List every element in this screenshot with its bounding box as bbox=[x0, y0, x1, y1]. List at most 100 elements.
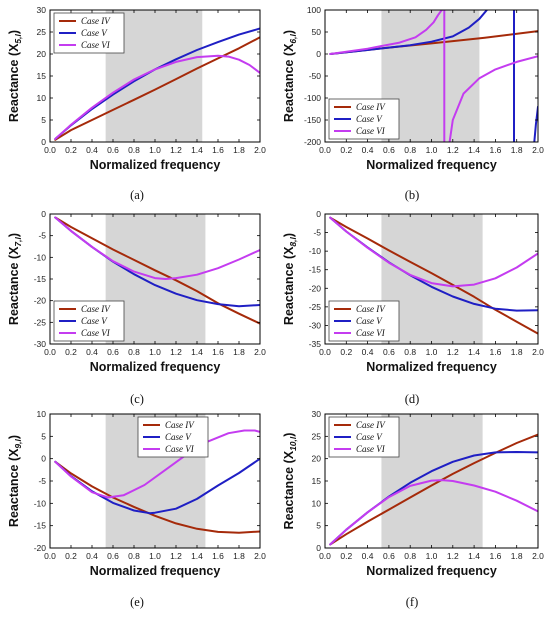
series-group bbox=[329, 10, 538, 142]
y-axis-label-main: Reactance (X bbox=[282, 450, 296, 529]
x-tick-label: 0.6 bbox=[383, 551, 395, 561]
chart-panel-1: 0.0 0.2 0.4 0.6 0.8 1.0 1.2 1.4 1.6 1.8 2.0 0 5 10 15 2… bbox=[7, 5, 266, 202]
legend-label: Case IV bbox=[356, 420, 386, 430]
y-tick-label: 20 bbox=[312, 454, 322, 464]
y-tick-label: 10 bbox=[312, 498, 322, 508]
x-tick-label: 1.0 bbox=[426, 145, 438, 155]
x-tick-label: 0.6 bbox=[383, 347, 395, 357]
y-tick-label: -20 bbox=[309, 283, 322, 293]
x-tick-label: 1.8 bbox=[511, 145, 523, 155]
y-tick-label: 15 bbox=[37, 71, 47, 81]
x-tick-label: 1.8 bbox=[233, 145, 245, 155]
x-axis-label: Normalized frequency bbox=[366, 360, 497, 374]
x-tick-label: 1.4 bbox=[468, 145, 480, 155]
y-axis-label-subscript: 6,l bbox=[288, 33, 298, 43]
series-line-case-vi bbox=[54, 54, 260, 140]
x-tick-label: 1.2 bbox=[170, 551, 182, 561]
series-line-case-vi bbox=[329, 216, 538, 288]
legend-label: Case VI bbox=[81, 328, 111, 338]
x-tick-label: 0.8 bbox=[404, 551, 416, 561]
legend-label: Case VI bbox=[356, 126, 386, 136]
x-tick-label: 0.4 bbox=[362, 551, 374, 561]
x-axis-label: Normalized frequency bbox=[366, 564, 497, 578]
y-axis-label: Reactance (X5,l) bbox=[7, 30, 23, 122]
x-tick-label: 0.2 bbox=[65, 347, 77, 357]
chart-panel-6: 0.0 0.2 0.4 0.6 0.8 1.0 1.2 1.4 1.6 1.8 2.0 0 5 10 15 2… bbox=[282, 409, 544, 609]
x-tick-label: 2.0 bbox=[532, 551, 544, 561]
y-axis-label-subscript: 8,l bbox=[288, 236, 298, 246]
series-line-case-vi bbox=[54, 216, 260, 280]
x-tick-label: 0.8 bbox=[128, 145, 140, 155]
y-tick-label: -50 bbox=[309, 71, 322, 81]
x-tick-label: 0.0 bbox=[44, 145, 56, 155]
x-axis-label: Normalized frequency bbox=[90, 564, 221, 578]
x-tick-label: 0.2 bbox=[65, 145, 77, 155]
legend: Case IV Case V Case VI bbox=[137, 416, 209, 458]
x-tick-label: 1.8 bbox=[233, 347, 245, 357]
series-line-case-iv bbox=[54, 216, 260, 325]
x-tick-label: 0.4 bbox=[86, 145, 98, 155]
y-axis-label: Reactance (X8,l) bbox=[282, 233, 298, 325]
y-axis-label: Reactance (X7,l) bbox=[7, 233, 23, 325]
y-tick-label: -10 bbox=[309, 246, 322, 256]
series-line-case-vi bbox=[448, 55, 538, 142]
x-axis-label: Normalized frequency bbox=[90, 360, 221, 374]
y-tick-label: 5 bbox=[316, 521, 321, 531]
y-tick-label: -25 bbox=[309, 302, 322, 312]
legend: Case IV Case V Case VI bbox=[53, 300, 125, 342]
x-tick-label: 0.6 bbox=[107, 347, 119, 357]
y-tick-label: 0 bbox=[41, 137, 46, 147]
x-tick-label: 1.6 bbox=[489, 551, 501, 561]
y-tick-label: 10 bbox=[37, 409, 47, 419]
y-axis-label: Reactance (X10,l) bbox=[282, 433, 298, 530]
panel-caption: (b) bbox=[405, 188, 420, 202]
x-tick-label: 1.4 bbox=[191, 145, 203, 155]
y-tick-label: 100 bbox=[307, 5, 321, 15]
y-axis-label-subscript: 7,l bbox=[13, 236, 23, 246]
x-tick-label: 1.0 bbox=[149, 551, 161, 561]
y-tick-label: 50 bbox=[312, 27, 322, 37]
y-axis-label-close: ) bbox=[282, 433, 296, 437]
x-tick-label: 0.8 bbox=[128, 551, 140, 561]
x-tick-label: 1.6 bbox=[212, 347, 224, 357]
x-tick-label: 0.4 bbox=[86, 347, 98, 357]
x-tick-label: 1.2 bbox=[170, 145, 182, 155]
y-tick-label: -15 bbox=[34, 274, 47, 284]
legend-label: Case V bbox=[356, 316, 383, 326]
x-tick-label: 1.2 bbox=[170, 347, 182, 357]
y-tick-label: 0 bbox=[316, 543, 321, 553]
y-axis-label: Reactance (X9,l) bbox=[7, 435, 23, 527]
legend-label: Case V bbox=[81, 316, 108, 326]
y-tick-label: 20 bbox=[37, 49, 47, 59]
y-tick-label: -10 bbox=[34, 498, 47, 508]
legend-label: Case VI bbox=[81, 40, 111, 50]
y-tick-label: 5 bbox=[41, 431, 46, 441]
panel-caption: (c) bbox=[130, 392, 144, 406]
x-tick-label: 1.2 bbox=[447, 551, 459, 561]
x-tick-label: 2.0 bbox=[532, 347, 544, 357]
x-tick-label: 0.4 bbox=[362, 347, 374, 357]
series-group bbox=[54, 27, 260, 141]
x-tick-label: 1.2 bbox=[447, 347, 459, 357]
series-line-case-vi bbox=[54, 429, 260, 499]
y-tick-label: -5 bbox=[313, 228, 321, 238]
x-tick-label: 0.2 bbox=[340, 347, 352, 357]
x-tick-label: 0.0 bbox=[44, 347, 56, 357]
x-tick-label: 1.4 bbox=[191, 551, 203, 561]
x-tick-label: 2.0 bbox=[254, 551, 266, 561]
series-line-case-iv bbox=[54, 36, 260, 141]
x-tick-label: 1.2 bbox=[447, 145, 459, 155]
y-axis-label-close: ) bbox=[282, 233, 296, 237]
series-line-case-iv bbox=[329, 433, 538, 546]
series-line-case-v bbox=[533, 105, 538, 142]
x-tick-label: 0.2 bbox=[340, 145, 352, 155]
x-tick-label: 2.0 bbox=[254, 145, 266, 155]
x-tick-label: 0.0 bbox=[44, 551, 56, 561]
series-group bbox=[54, 429, 260, 534]
x-tick-label: 1.4 bbox=[468, 551, 480, 561]
y-tick-label: -15 bbox=[309, 265, 322, 275]
x-tick-label: 0.8 bbox=[128, 347, 140, 357]
x-tick-label: 0.6 bbox=[383, 145, 395, 155]
panel-caption: (a) bbox=[130, 188, 144, 202]
